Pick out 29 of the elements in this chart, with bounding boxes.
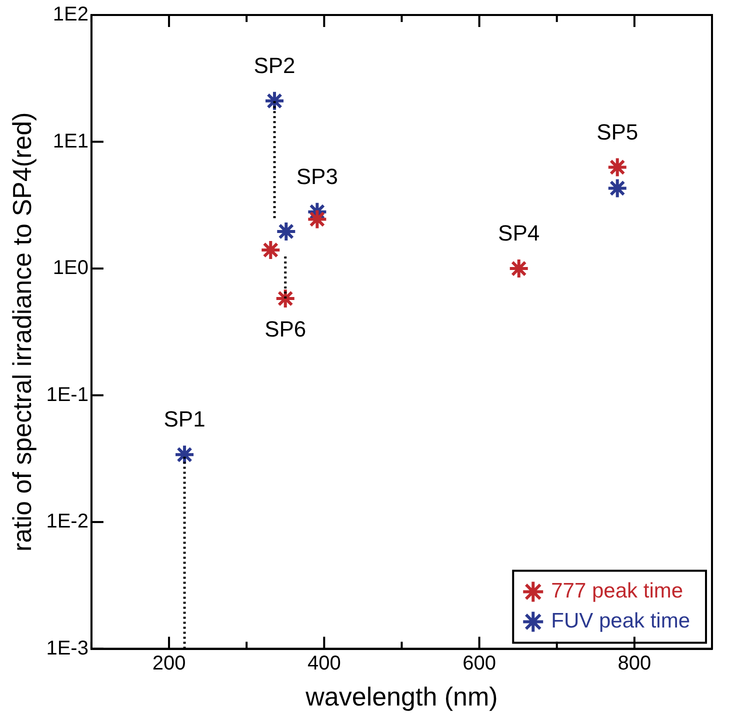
annotation: SP1 <box>164 406 206 432</box>
y-tick-label: 1E-3 <box>46 637 88 660</box>
annotation: SP5 <box>596 119 638 144</box>
point <box>276 220 297 242</box>
annotation: SP3 <box>296 164 338 189</box>
x-axis-title: wavelength (nm) <box>304 682 498 712</box>
x-tick-label: 200 <box>152 652 186 674</box>
y-tick-label: 1E0 <box>52 257 88 280</box>
point <box>306 208 328 230</box>
point <box>174 444 196 466</box>
point <box>274 288 296 310</box>
annotation: SP6 <box>264 316 306 342</box>
y-tick-label: 1E-1 <box>46 384 88 406</box>
legend-label: FUV peak time <box>551 610 690 633</box>
point <box>260 239 282 260</box>
y-tick-label: 1E-2 <box>46 510 88 533</box>
y-tick-label: 1E1 <box>52 130 88 152</box>
point <box>264 90 286 112</box>
x-tick-label: 400 <box>307 652 341 674</box>
y-axis-title: ratio of spectral irradiance to SP4(red) <box>6 112 37 552</box>
x-tick-label: 600 <box>462 652 496 674</box>
x-tick-label: 800 <box>618 652 652 674</box>
point <box>606 156 628 178</box>
legend-label: 777 peak time <box>551 580 684 603</box>
y-tick-label: 1E2 <box>52 4 88 26</box>
annotation: SP4 <box>498 220 540 246</box>
annotation: SP2 <box>254 52 296 78</box>
point <box>508 258 530 280</box>
point <box>606 178 628 199</box>
